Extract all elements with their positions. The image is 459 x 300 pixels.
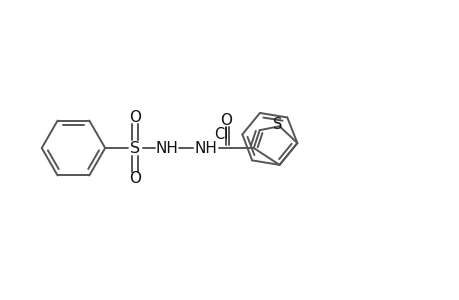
Text: O: O bbox=[129, 171, 140, 186]
Text: O: O bbox=[129, 110, 140, 125]
Text: NH: NH bbox=[155, 140, 178, 155]
Text: O: O bbox=[219, 113, 231, 128]
Text: Cl: Cl bbox=[213, 127, 228, 142]
Text: NH: NH bbox=[194, 140, 217, 155]
Text: S: S bbox=[129, 140, 140, 155]
Text: S: S bbox=[272, 117, 281, 132]
